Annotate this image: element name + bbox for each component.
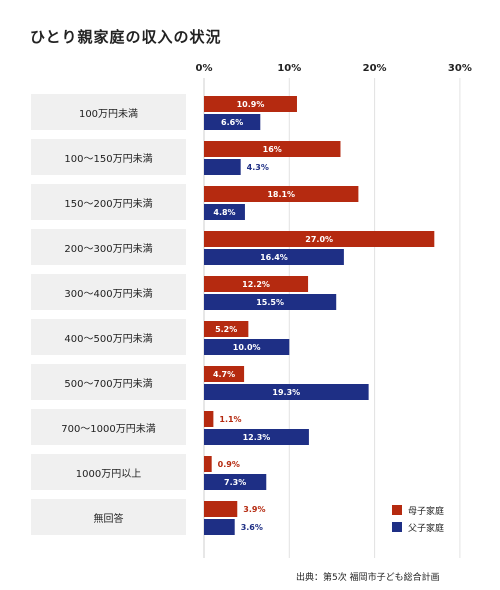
data-label: 27.0% [305, 235, 333, 244]
bar [204, 501, 238, 517]
data-label: 15.5% [256, 298, 284, 307]
data-label: 12.3% [243, 433, 271, 442]
data-label: 3.9% [243, 505, 265, 514]
bar [204, 96, 297, 112]
category-label: 300〜400万円未満 [31, 274, 186, 310]
category-label: 無回答 [31, 499, 186, 535]
category-label: 200〜300万円未満 [31, 229, 186, 265]
data-label: 16.4% [260, 253, 288, 262]
chart-title: ひとり親家庭の収入の状況 [30, 28, 222, 46]
data-label: 18.1% [267, 190, 295, 199]
legend-label: 母子家庭 [408, 505, 444, 517]
bar [204, 411, 214, 427]
data-label: 10.0% [233, 343, 261, 352]
bar [204, 159, 241, 175]
category-label: 150〜200万円未満 [31, 184, 186, 220]
data-label: 6.6% [221, 118, 243, 127]
data-label: 4.7% [213, 370, 235, 379]
bar [204, 204, 245, 220]
data-label: 16% [263, 145, 282, 154]
data-label: 1.1% [219, 415, 241, 424]
data-label: 3.6% [241, 523, 263, 532]
bar [204, 456, 212, 472]
legend-swatch [392, 522, 402, 532]
legend-label: 父子家庭 [408, 522, 444, 534]
bar [204, 141, 341, 157]
bar [204, 114, 261, 130]
data-label: 0.9% [218, 460, 240, 469]
category-label: 1000万円以上 [31, 454, 186, 490]
source-note: 出典：第5次 福岡市子ども総合計画 [296, 573, 440, 583]
x-tick-label: 10% [277, 63, 301, 74]
data-label: 10.9% [237, 100, 265, 109]
category-label: 100〜150万円未満 [31, 139, 186, 175]
bar [204, 519, 235, 535]
category-label: 100万円未満 [31, 94, 186, 130]
bar [204, 276, 309, 292]
bar [204, 321, 249, 337]
data-label: 12.2% [242, 280, 270, 289]
x-tick-label: 0% [196, 63, 213, 74]
x-tick-label: 20% [363, 63, 387, 74]
category-label: 700〜1000万円未満 [31, 409, 186, 445]
bar [204, 294, 337, 310]
legend-swatch [392, 505, 402, 515]
data-label: 19.3% [272, 388, 300, 397]
x-tick-label: 30% [448, 63, 472, 74]
bar [204, 231, 435, 247]
bar [204, 474, 267, 490]
data-label: 7.3% [224, 478, 246, 487]
bar [204, 249, 344, 265]
bar [204, 366, 245, 382]
data-label: 4.3% [247, 163, 269, 172]
bar [204, 339, 290, 355]
category-label: 500〜700万円未満 [31, 364, 186, 400]
bar [204, 429, 309, 445]
data-label: 5.2% [215, 325, 237, 334]
category-label: 400〜500万円未満 [31, 319, 186, 355]
bar [204, 186, 359, 202]
data-label: 4.8% [213, 208, 235, 217]
bar [204, 384, 369, 400]
